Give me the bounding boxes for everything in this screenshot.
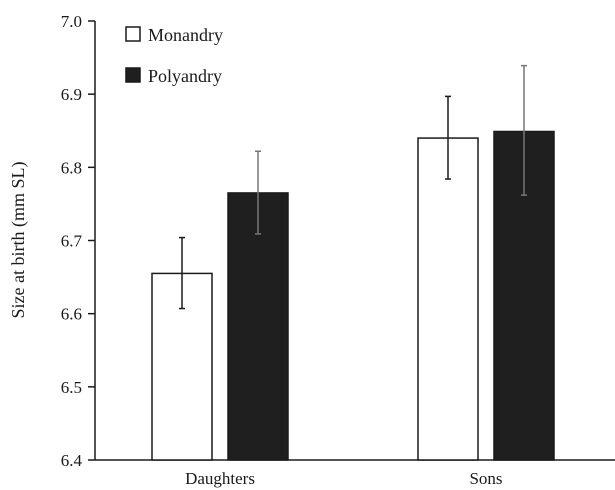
error-bars (179, 64, 527, 310)
y-tick-label: 6.6 (61, 305, 82, 324)
y-tick-label: 6.7 (61, 232, 83, 251)
y-tick-label: 6.8 (61, 158, 82, 177)
bar-polyandry-daughters (227, 192, 289, 461)
y-tick-label: 7.0 (61, 12, 82, 31)
legend-label-monandry: Monandry (148, 25, 223, 45)
legend: Monandry Polyandry (125, 25, 223, 86)
y-axis-title: Size at birth (mm SL) (8, 162, 29, 319)
bars (151, 130, 555, 461)
y-axis-ticks: 6.4 6.5 6.6 6.7 6.8 6.9 7.0 (61, 12, 95, 470)
x-tick-label: Sons (469, 469, 502, 488)
y-tick-label: 6.4 (61, 451, 83, 470)
bar-monandry-sons (417, 137, 479, 461)
x-tick-label: Daughters (185, 469, 255, 488)
y-tick-label: 6.5 (61, 378, 82, 397)
legend-label-polyandry: Polyandry (148, 66, 222, 86)
legend-swatch-monandry (125, 26, 141, 42)
legend-swatch-polyandry (125, 67, 141, 83)
y-tick-label: 6.9 (61, 85, 82, 104)
x-axis-ticks: Daughters Sons (185, 469, 502, 488)
